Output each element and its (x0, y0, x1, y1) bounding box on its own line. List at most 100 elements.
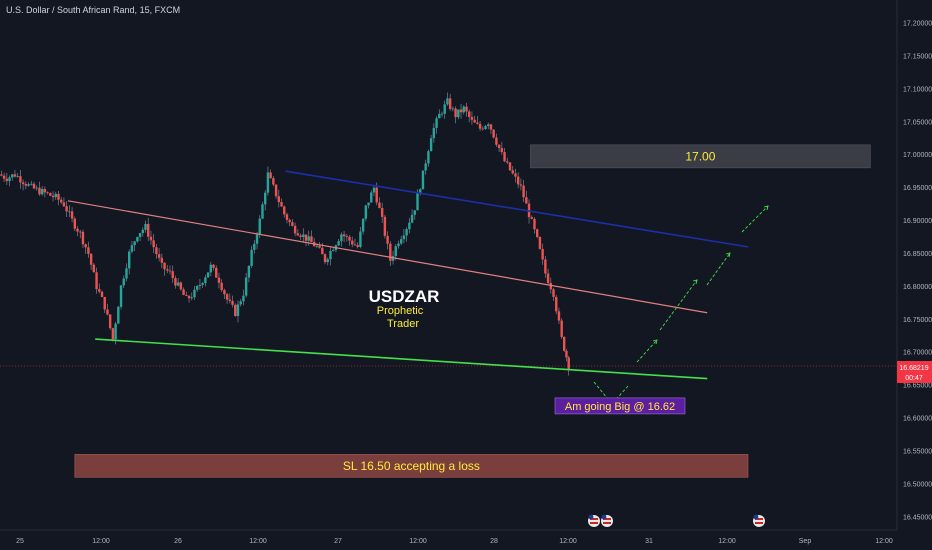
candle-body (49, 193, 52, 196)
mid-channel-trendline[interactable] (67, 200, 708, 314)
upper-channel-trendline[interactable] (285, 170, 749, 248)
candle-body (506, 161, 509, 163)
candle-body (68, 211, 71, 213)
candle-body (62, 202, 66, 207)
candle-body (176, 282, 180, 286)
candle-body (557, 311, 561, 321)
candle-body (250, 249, 253, 266)
candle-body (429, 138, 433, 152)
candle-body (283, 206, 286, 215)
candle-body (565, 350, 568, 358)
support-trendline[interactable] (95, 338, 708, 380)
candle-body (247, 265, 251, 278)
candle-body (375, 187, 378, 203)
candle-body (79, 231, 82, 233)
candle-body (111, 328, 115, 340)
candle-body (380, 207, 384, 217)
candle-body (193, 289, 196, 298)
candle-body (457, 109, 460, 118)
y-tick-label: 16.90000 (903, 218, 932, 225)
candle-body (383, 216, 387, 236)
arrow-head (763, 205, 769, 211)
x-tick-label: 12:00 (409, 538, 427, 545)
candle-body (16, 176, 19, 177)
projection-arrow-segment (706, 252, 731, 286)
candle-body (108, 314, 112, 329)
candle-body (435, 118, 438, 128)
candle-body (500, 148, 504, 153)
us-flag-event-icon[interactable] (753, 514, 765, 527)
candle-body (440, 113, 444, 115)
candle-body (57, 193, 60, 200)
candle-body (345, 236, 348, 238)
candle-body (468, 111, 471, 117)
candle-body (266, 172, 270, 193)
stop-loss-zone-box[interactable] (74, 453, 749, 478)
us-flag-event-icon[interactable] (588, 514, 600, 527)
candle-body (372, 187, 376, 193)
candle-body (304, 234, 308, 241)
candle-body (136, 237, 139, 242)
candle-body (367, 202, 370, 206)
candle-body (562, 336, 566, 351)
candle-body (141, 229, 144, 234)
candle-body (157, 254, 161, 258)
candle-body (87, 247, 90, 254)
candle-body (35, 187, 38, 189)
y-tick-label: 17.00000 (903, 152, 932, 159)
candle-body (370, 192, 373, 203)
candle-body (190, 297, 193, 299)
candle-body (212, 264, 215, 268)
entry-annotation-label: Am going Big @ 16.62 (565, 401, 675, 413)
candle-body (329, 251, 332, 260)
candle-body (410, 214, 414, 223)
candle-body (185, 294, 188, 296)
candle-body (239, 301, 242, 305)
candle-body (291, 222, 294, 226)
entry-annotation-box[interactable] (554, 397, 686, 415)
candle-body (196, 285, 199, 290)
candle-body (299, 235, 302, 237)
candle-body (307, 236, 310, 241)
candle-body (51, 195, 55, 198)
candle-body (253, 243, 256, 250)
y-tick-label: 16.80000 (903, 284, 932, 291)
chart-title: U.S. Dollar / South African Rand, 15, FX… (6, 5, 181, 15)
candle-body (487, 124, 490, 127)
price-axis[interactable] (897, 0, 932, 550)
x-tick-label: 12:00 (875, 538, 893, 545)
candle-body (60, 199, 63, 203)
us-flag-event-icon[interactable] (601, 514, 613, 527)
candle-body (84, 244, 87, 248)
projection-arrow-segment (659, 279, 698, 331)
candle-body (337, 241, 340, 246)
candle-body (198, 284, 202, 286)
candle-body (234, 304, 237, 317)
candlestick-series (0, 92, 570, 376)
candle-body (448, 98, 452, 110)
target-zone-box[interactable] (530, 144, 871, 169)
candle-body (476, 122, 479, 124)
candle-body (549, 283, 552, 290)
candle-body (497, 144, 501, 149)
candle-body (519, 184, 523, 186)
x-tick-label: 31 (645, 538, 653, 545)
candle-body (149, 236, 153, 241)
x-tick-label: 12:00 (92, 538, 110, 545)
candle-body (24, 184, 28, 186)
candle-body (432, 127, 436, 139)
candle-body (106, 309, 109, 315)
candle-body (27, 184, 30, 186)
candle-body (552, 289, 555, 297)
candle-body (541, 248, 544, 260)
candle-body (546, 273, 550, 284)
projection-arrow-segment (741, 205, 769, 233)
author-annotation-line1: Prophetic (377, 305, 424, 317)
candle-body (332, 250, 335, 252)
arrow-head (725, 252, 731, 258)
arrow-head (652, 339, 658, 345)
candle-body (438, 113, 441, 119)
candle-body (147, 223, 150, 237)
candle-body (95, 272, 98, 290)
